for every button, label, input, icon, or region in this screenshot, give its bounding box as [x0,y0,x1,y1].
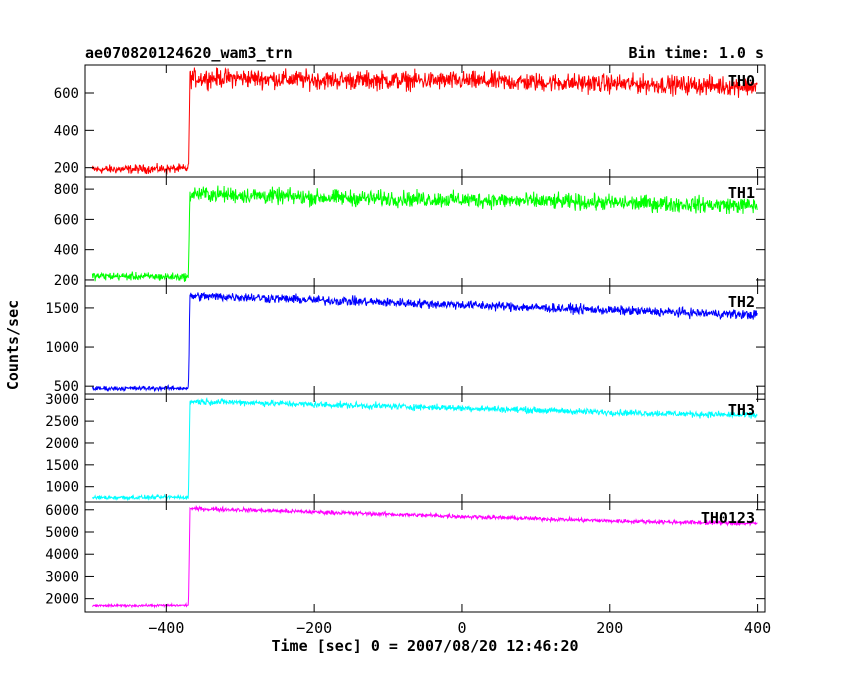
panel-label-th2: TH2 [728,293,755,311]
panel-label-th3: TH3 [728,401,755,419]
x-axis-label: Time [sec] 0 = 2007/08/20 12:46:20 [271,637,579,655]
panel-label-th0123: TH0123 [701,509,755,527]
y-tick-label: 3000 [45,569,79,585]
panel-label-th1: TH1 [728,184,755,202]
chart-title-right: Bin time: 1.0 s [628,44,764,62]
y-tick-label: 200 [54,273,79,289]
y-tick-label: 2000 [45,592,79,608]
y-tick-label: 600 [54,86,79,102]
y-tick-label: 6000 [45,503,79,519]
y-tick-label: 800 [54,182,79,198]
y-tick-label: 2500 [45,414,79,430]
panel-frame-th0123 [84,501,766,613]
panel-label-th0: TH0 [728,72,755,90]
y-tick-label: 3000 [45,392,79,408]
y-tick-label: 1500 [45,301,79,317]
y-tick-label: 400 [54,123,79,139]
series-line-th2 [91,292,758,393]
y-tick-label: 1000 [45,480,79,496]
y-axis-label: Counts/sec [4,299,22,391]
panel-frame-th1 [84,176,766,287]
y-tick-label: 400 [54,243,79,259]
x-tick-label: −400 [148,619,184,637]
series-line-th0123 [92,505,758,609]
x-tick-label: 400 [744,619,771,637]
chart-title-left: ae070820124620_wam3_trn [85,44,293,62]
y-tick-label: 4000 [45,547,79,563]
y-tick-label: 2000 [45,436,79,452]
x-tick-label: −200 [296,619,332,637]
y-tick-label: 600 [54,212,79,228]
y-tick-label: 500 [54,379,79,395]
panel-frame-th3 [84,393,766,503]
series-line-th0 [91,67,758,175]
x-tick-label: 200 [596,619,623,637]
series-line-th3 [91,397,758,502]
y-tick-label: 1000 [45,340,79,356]
y-tick-label: 5000 [45,525,79,541]
x-tick-label: 0 [457,619,466,637]
y-tick-label: 200 [54,161,79,177]
y-tick-label: 1500 [45,458,79,474]
series-line-th1 [91,185,758,282]
